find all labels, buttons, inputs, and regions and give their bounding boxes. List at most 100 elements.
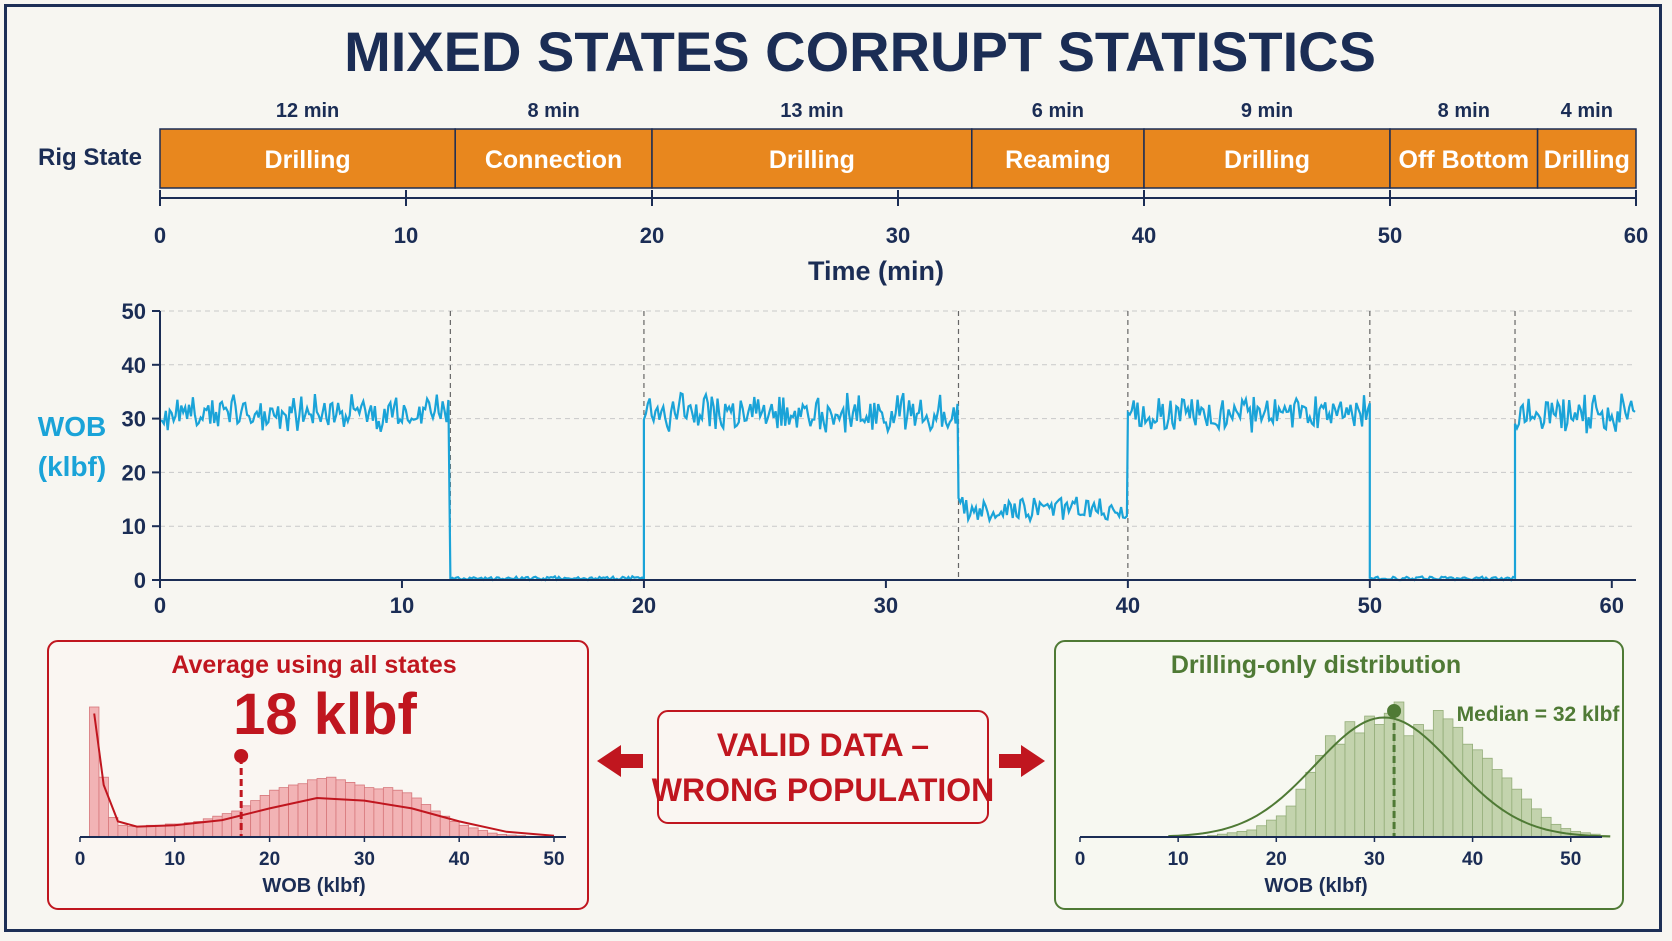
all-states-x-tick-label-30: 30 bbox=[354, 849, 375, 870]
all-states-bar bbox=[449, 821, 460, 838]
drilling-only-bar bbox=[1462, 743, 1473, 838]
timeline-tick-label-0: 0 bbox=[154, 223, 166, 248]
all-states-bar bbox=[458, 824, 470, 838]
center-callout: VALID DATA – WRONG POPULATION bbox=[597, 710, 1045, 824]
drilling-only-x-tick-label-20: 20 bbox=[1266, 849, 1287, 870]
all-states-bar bbox=[363, 787, 375, 838]
all-states-bar bbox=[468, 827, 479, 838]
all-states-bar bbox=[307, 779, 318, 838]
all-states-bar bbox=[297, 783, 308, 838]
all-states-bar bbox=[411, 797, 422, 838]
wob-y-axis-title-line2: (klbf) bbox=[38, 451, 106, 482]
wob-line-chart: WOB (klbf) 0 10 20 30 40 50 60 0 10 20 30 40 50 bbox=[38, 299, 1636, 618]
wob-series-line bbox=[160, 391, 1636, 582]
all-states-bar bbox=[278, 787, 289, 838]
state-segment-5 bbox=[1143, 128, 1391, 189]
drilling-only-x-tick-label-50: 50 bbox=[1560, 849, 1581, 870]
drilling-only-x-tick-label-40: 40 bbox=[1462, 849, 1483, 870]
wob-y-tick-label-40: 40 bbox=[122, 353, 146, 378]
drilling-only-x-tick-label-30: 30 bbox=[1364, 849, 1385, 870]
all-states-panel: Average using all states 18 klbf 0 10 20 30… bbox=[47, 640, 589, 910]
all-states-bar bbox=[117, 824, 128, 838]
drilling-only-bar bbox=[1295, 788, 1307, 838]
all-states-bar bbox=[326, 776, 337, 838]
all-states-panel-border bbox=[47, 640, 589, 910]
drilling-only-bar bbox=[1266, 819, 1277, 838]
drilling-only-bar bbox=[1521, 798, 1532, 838]
all-states-bar bbox=[392, 789, 403, 838]
drilling-only-bar bbox=[1383, 712, 1395, 838]
timeline-x-axis-title: Time (min) bbox=[808, 256, 944, 286]
drilling-only-bar bbox=[1501, 777, 1513, 838]
wob-x-tick-label-20: 20 bbox=[632, 593, 656, 618]
wob-x-tick-label-0: 0 bbox=[154, 593, 166, 618]
all-states-bar bbox=[127, 826, 138, 838]
all-states-x-tick-label-20: 20 bbox=[259, 849, 280, 870]
right-arrow-icon bbox=[999, 745, 1045, 777]
all-states-bar bbox=[382, 787, 394, 838]
wob-y-tick-label-50: 50 bbox=[122, 299, 146, 324]
drilling-only-bar bbox=[1403, 735, 1415, 838]
rig-state-label: Rig State bbox=[38, 144, 142, 171]
timeline-tick-label-50: 50 bbox=[1378, 223, 1402, 248]
state-segment-7 bbox=[1536, 128, 1637, 189]
all-states-bar bbox=[89, 706, 100, 838]
drilling-only-bar bbox=[1511, 788, 1523, 838]
state-segment-label-6: Off Bottom bbox=[1399, 146, 1530, 174]
center-callout-box bbox=[657, 710, 989, 824]
drilling-only-bar bbox=[1442, 718, 1454, 838]
state-segment-2 bbox=[454, 128, 653, 189]
all-states-bar bbox=[420, 804, 432, 838]
drilling-only-bar bbox=[1374, 724, 1385, 838]
figure-frame bbox=[4, 4, 1662, 932]
all-states-fit-curve bbox=[93, 713, 555, 837]
all-states-bar bbox=[155, 824, 166, 838]
state-segment-label-1: Drilling bbox=[265, 146, 351, 174]
drilling-only-bar bbox=[1305, 771, 1316, 838]
drilling-only-bar bbox=[1540, 816, 1552, 838]
figure-title: MIXED STATES CORRUPT STATISTICS bbox=[344, 20, 1376, 83]
timeline-tick-label-10: 10 bbox=[394, 223, 418, 248]
state-segment-label-5: Drilling bbox=[1224, 146, 1310, 174]
drilling-only-x-axis-title: WOB (klbf) bbox=[1264, 875, 1367, 897]
drilling-only-bar bbox=[1413, 724, 1424, 838]
all-states-x-tick-label-40: 40 bbox=[449, 849, 470, 870]
drilling-only-bar bbox=[1423, 729, 1434, 838]
drilling-only-title: Drilling-only distribution bbox=[1171, 651, 1461, 679]
all-states-bar bbox=[269, 789, 280, 838]
state-segment-label-3: Drilling bbox=[769, 146, 855, 174]
drilling-only-bar bbox=[1452, 726, 1464, 838]
all-states-average-value: 18 klbf bbox=[233, 682, 417, 747]
rig-state-timeline: Rig State Drilling 12 min Connection 8 min D… bbox=[38, 100, 1648, 286]
wob-x-tick-label-40: 40 bbox=[1116, 593, 1140, 618]
state-segment-label-7: Drilling bbox=[1544, 146, 1630, 174]
wob-x-tick-label-50: 50 bbox=[1358, 593, 1382, 618]
wob-x-tick-label-60: 60 bbox=[1600, 593, 1624, 618]
state-duration-label-3: 13 min bbox=[780, 100, 843, 122]
state-duration-label-7: 4 min bbox=[1561, 100, 1613, 122]
state-segment-6 bbox=[1389, 128, 1539, 189]
all-states-bar bbox=[288, 784, 299, 838]
drilling-only-bar bbox=[1364, 715, 1375, 838]
drilling-only-bar bbox=[1344, 721, 1356, 838]
all-states-bar bbox=[259, 795, 270, 838]
drilling-only-bar bbox=[1315, 755, 1326, 838]
all-states-bar bbox=[373, 788, 384, 838]
state-duration-label-6: 8 min bbox=[1438, 100, 1490, 122]
state-segment-1 bbox=[159, 128, 456, 189]
all-states-bar bbox=[401, 792, 413, 838]
all-states-bar bbox=[136, 826, 147, 838]
drilling-only-median-annotation: Median = 32 klbf bbox=[1457, 703, 1621, 726]
all-states-x-axis-title: WOB (klbf) bbox=[262, 875, 365, 897]
wob-x-tick-label-30: 30 bbox=[874, 593, 898, 618]
wob-y-axis-title-line1: WOB bbox=[38, 411, 106, 442]
left-arrow-icon bbox=[597, 745, 643, 777]
all-states-x-tick-label-0: 0 bbox=[75, 849, 86, 870]
all-states-bar bbox=[345, 782, 356, 838]
timeline-tick-label-60: 60 bbox=[1624, 223, 1648, 248]
state-duration-label-2: 8 min bbox=[527, 100, 579, 122]
timeline-tick-label-40: 40 bbox=[1132, 223, 1156, 248]
state-duration-label-1: 12 min bbox=[276, 100, 339, 122]
all-states-mean-dot bbox=[234, 749, 249, 763]
